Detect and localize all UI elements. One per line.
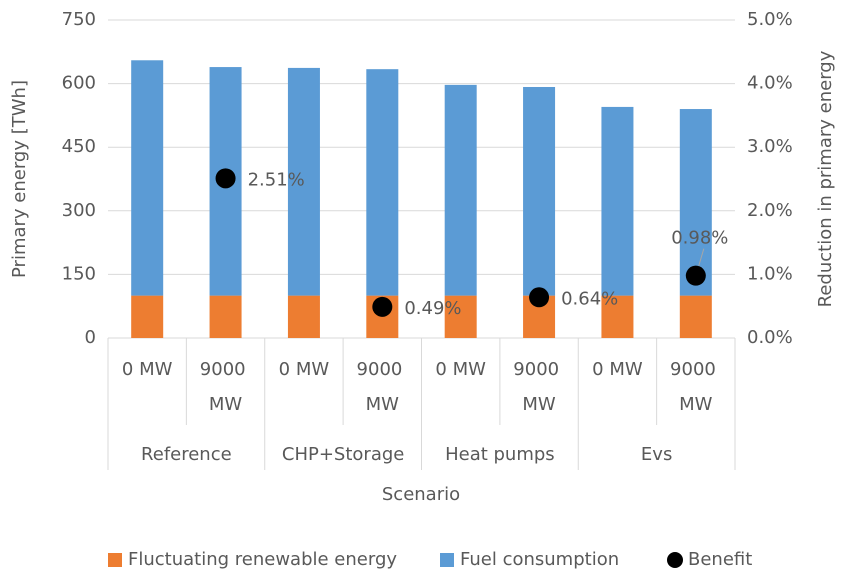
y-tick-label: 0 <box>85 327 96 348</box>
y-tick-label: 150 <box>62 263 96 284</box>
x-tick-label: 0 MW <box>122 359 173 380</box>
data-label: 0.64% <box>561 288 618 309</box>
bar-segment <box>601 106 634 296</box>
x-tick-label: 0 MW <box>592 359 643 380</box>
benefit-point <box>215 168 236 189</box>
y2-axis-title: Reduction in primary energy <box>815 50 836 307</box>
x-tick-label: 9000 MW <box>513 359 565 415</box>
x-tick-label: 9000 MW <box>357 359 409 415</box>
legend-label: Fluctuating renewable energy <box>128 549 397 570</box>
bar-segment <box>444 295 477 338</box>
x-tick-label: 9000 MW <box>670 359 722 415</box>
benefit-point <box>685 265 706 286</box>
legend-swatch <box>440 553 454 567</box>
y2-tick-label: 5.0% <box>747 9 793 30</box>
x-tick-label: 0 MW <box>435 359 486 380</box>
data-label: 0.98% <box>671 228 728 249</box>
bar-segment <box>601 295 634 338</box>
x-tick-label: 9000 MW <box>200 359 252 415</box>
group-label: Reference <box>141 444 232 465</box>
bar-segment <box>131 60 164 296</box>
bar-segment <box>444 84 477 296</box>
data-label: 0.49% <box>404 298 461 319</box>
y2-tick-label: 2.0% <box>747 200 793 221</box>
bar-segment <box>679 295 712 338</box>
legend-marker <box>667 552 683 568</box>
y2-tick-label: 1.0% <box>747 263 793 284</box>
y2-tick-label: 3.0% <box>747 136 793 157</box>
y-tick-label: 300 <box>62 200 96 221</box>
y-tick-label: 750 <box>62 9 96 30</box>
bar-segment <box>209 295 242 338</box>
bar-segment <box>131 295 164 338</box>
bar-segment <box>679 109 712 296</box>
y-tick-label: 600 <box>62 73 96 94</box>
legend-label: Fuel consumption <box>460 549 619 570</box>
group-label: CHP+Storage <box>282 444 404 465</box>
data-label: 2.51% <box>248 169 305 190</box>
x-tick-label: 0 MW <box>279 359 330 380</box>
bar-segment <box>287 295 320 338</box>
legend-label: Benefit <box>688 549 752 570</box>
y-axis-title: Primary energy [TWh] <box>9 80 30 278</box>
y-tick-label: 450 <box>62 136 96 157</box>
label-leader <box>698 248 705 266</box>
group-label: Evs <box>641 444 672 465</box>
y2-tick-label: 4.0% <box>747 73 793 94</box>
x-axis-title: Scenario <box>382 484 460 505</box>
bar-segment <box>523 86 556 296</box>
legend-swatch <box>108 553 122 567</box>
bar-segment <box>366 69 399 296</box>
benefit-point <box>372 296 393 317</box>
bar-segment <box>287 67 320 296</box>
group-label: Heat pumps <box>445 444 555 465</box>
benefit-point <box>529 287 550 308</box>
y2-tick-label: 0.0% <box>747 327 793 348</box>
